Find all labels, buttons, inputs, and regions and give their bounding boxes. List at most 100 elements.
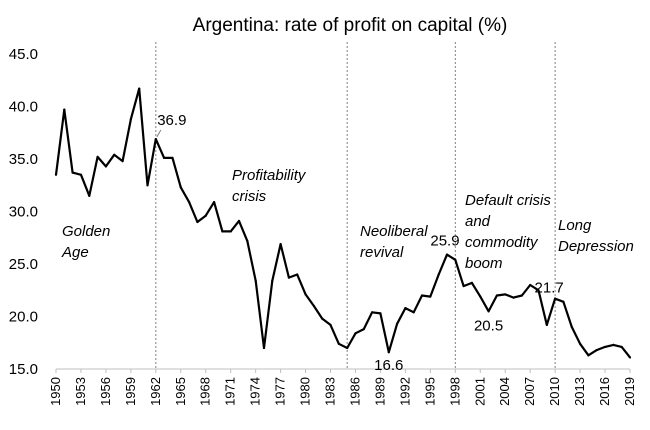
data-point [138, 87, 141, 90]
series [54, 87, 632, 359]
period-annotation: boom [465, 255, 503, 272]
data-point [529, 283, 532, 287]
period-annotation: crisis [232, 188, 267, 205]
data-label: 21.7 [535, 280, 564, 297]
data-point [321, 317, 324, 320]
y-tick-label: 30.0 [9, 204, 38, 221]
data-point [254, 279, 257, 282]
x-tick-label: 1962 [148, 377, 163, 406]
axes: 15.0 20.0 25.0 30.0 35.0 40.0 45.0 1950 1953 1956… [9, 46, 637, 406]
data-point [196, 220, 199, 224]
data-point [129, 118, 132, 121]
data-point [179, 186, 182, 189]
x-tick-label: 2004 [497, 377, 512, 406]
x-tick-label: 1959 [123, 377, 138, 406]
data-point [154, 137, 157, 141]
data-point [271, 279, 274, 282]
period-annotation: Default crisis [465, 192, 551, 209]
x-tick-label: 1968 [198, 377, 213, 406]
x-tick-label: 1980 [298, 377, 313, 406]
x-tick-label: 1953 [73, 377, 88, 406]
data-point [221, 230, 224, 233]
period-annotation: commodity [465, 234, 539, 251]
data-point [420, 294, 424, 297]
data-point [520, 294, 523, 297]
chart-title: Argentina: rate of profit on capital (%) [193, 15, 508, 36]
x-tick-label: 1956 [98, 377, 113, 406]
x-tick-label: 1965 [173, 377, 188, 406]
data-point [470, 281, 474, 284]
x-tick-label: 2010 [547, 377, 562, 406]
x-tick-label: 1986 [347, 377, 362, 406]
x-tick-label: 2001 [472, 377, 487, 406]
golden-age-annotation: Age [61, 244, 89, 261]
data-point [578, 342, 582, 345]
x-tick-label: 2007 [522, 377, 537, 406]
data-point [587, 354, 590, 357]
data-point [628, 356, 632, 359]
data-label: 16.6 [374, 357, 403, 374]
y-tick-label: 15.0 [9, 361, 38, 378]
data-label: 25.9 [430, 233, 459, 250]
data-point [63, 108, 66, 111]
x-tick-label: 2016 [597, 377, 612, 406]
y-tick-label: 45.0 [9, 46, 38, 63]
label-leader [156, 129, 162, 138]
data-point [146, 184, 149, 187]
data-point [287, 276, 291, 279]
data-point [379, 312, 382, 315]
data-point [88, 194, 91, 197]
data-point [79, 173, 83, 176]
x-tick-label: 1983 [323, 377, 338, 406]
data-point [113, 153, 116, 156]
x-tick-label: 1998 [447, 377, 462, 406]
data-point [395, 322, 399, 325]
data-point [329, 323, 332, 326]
period-annotation: revival [360, 244, 404, 261]
data-point [188, 200, 191, 204]
data-point [104, 165, 108, 168]
data-point [171, 156, 174, 160]
data-point [620, 345, 623, 349]
x-tick-label: 1950 [48, 377, 63, 406]
data-point [229, 230, 232, 233]
data-point [545, 323, 548, 326]
data-point [96, 155, 99, 158]
data-point [603, 345, 607, 349]
data-point [71, 171, 74, 174]
period-annotation: Profitability [232, 167, 307, 184]
data-point [237, 219, 241, 223]
data-point [512, 296, 515, 299]
y-tick-label: 35.0 [9, 151, 38, 168]
period-annotation: Neoliberal [360, 223, 428, 240]
data-point [212, 200, 216, 204]
x-tick-label: 1992 [397, 377, 412, 406]
data-point [437, 273, 440, 276]
data-point [595, 349, 598, 352]
data-point [487, 310, 490, 313]
x-tick-label: 1977 [273, 377, 288, 406]
data-point [562, 300, 565, 303]
data-label: 20.5 [474, 317, 503, 334]
series-line [54, 87, 631, 359]
data-point [121, 160, 124, 163]
period-dividers [155, 42, 556, 369]
data-point [262, 346, 266, 350]
data-point [495, 294, 498, 297]
x-tick-label: 1995 [422, 377, 437, 406]
x-tick-label: 1974 [248, 377, 263, 406]
period-annotation: Depression [558, 238, 634, 255]
period-annotation: Long [558, 217, 592, 234]
x-tick-label: 1989 [372, 377, 387, 406]
data-point [362, 328, 365, 331]
annotations: Profitability crisis Neoliberal revival Defa… [61, 167, 634, 272]
data-point [279, 242, 282, 246]
y-tick-label: 20.0 [9, 309, 38, 326]
x-tick-label: 1971 [223, 377, 238, 406]
x-tick-label: 2019 [622, 377, 637, 406]
y-tick-label: 25.0 [9, 256, 38, 273]
data-point [354, 332, 357, 335]
data-point [387, 351, 390, 354]
